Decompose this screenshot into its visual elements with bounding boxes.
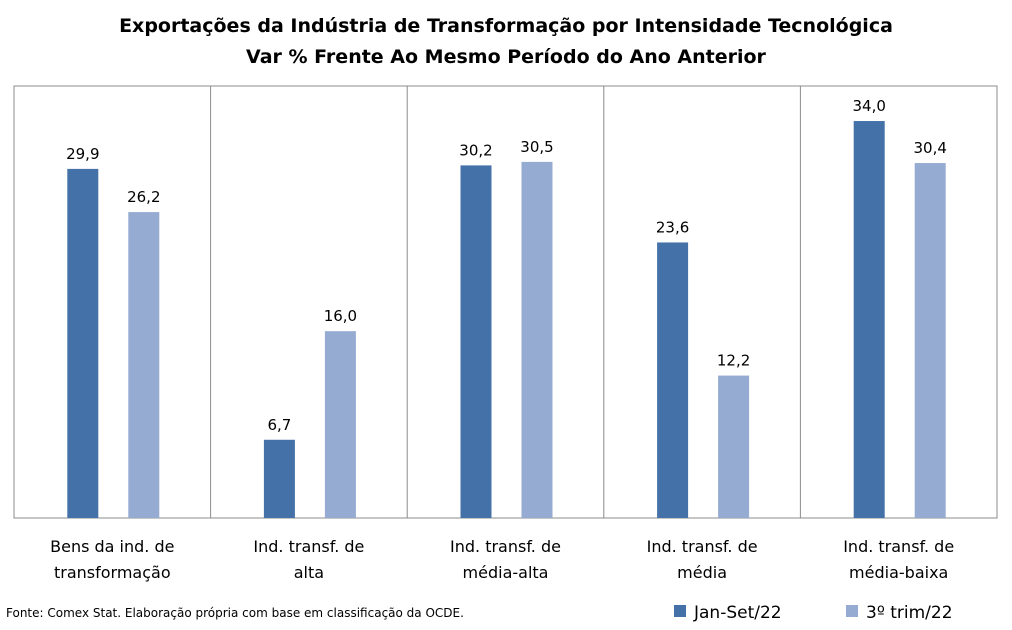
bar-value-label: 30,4 [913,139,946,157]
plot-area: 29,9 26,2 Bens da ind. de transformação 6,7 1… [13,85,998,582]
category-label: Ind. transf. de [647,537,758,556]
category-label: Ind. transf. de [253,537,364,556]
bar-value-label: 23,6 [656,218,689,236]
category-label: Ind. transf. de [450,537,561,556]
bar-value-label: 29,9 [66,145,99,163]
bar-value-label: 34,0 [852,97,885,115]
bar-value-label: 6,7 [267,416,291,434]
chart-title: Exportações da Indústria de Transformaçã… [119,15,893,37]
legend-label: 3º trim/22 [866,603,953,623]
plot-frame [13,85,998,519]
legend-swatch [674,605,686,617]
legend-label: Jan-Set/22 [693,603,782,623]
category-label: transformação [54,563,171,582]
bar-trim3-0 [128,212,160,518]
bar-trim3-2 [521,161,553,518]
category-label: média-baixa [849,563,948,582]
source-note: Fonte: Comex Stat. Elaboração própria co… [6,606,464,620]
bar-value-label: 26,2 [127,188,160,206]
category-label: alta [294,563,324,582]
category-label: Bens da ind. de [50,537,174,556]
bar-trim3-1 [324,331,356,518]
chart-subtitle: Var % Frente Ao Mesmo Período do Ano Ant… [246,46,767,68]
bar-trim3-4 [914,163,946,519]
bar-jan-set-1 [263,439,295,518]
bar-jan-set-2 [460,165,492,518]
bar-trim3-3 [718,375,750,518]
legend: Jan-Set/22 3º trim/22 [674,603,953,623]
bar-jan-set-0 [67,168,99,519]
bar-jan-set-4 [853,121,885,518]
legend-swatch [846,605,858,617]
bar-jan-set-3 [657,242,689,519]
category-label: média [677,563,727,582]
bar-value-label: 30,5 [520,138,553,156]
category-label: média-alta [463,563,549,582]
bar-value-label: 12,2 [717,352,750,370]
bar-value-label: 30,2 [459,141,492,159]
category-label: Ind. transf. de [843,537,954,556]
bar-value-label: 16,0 [324,307,357,325]
